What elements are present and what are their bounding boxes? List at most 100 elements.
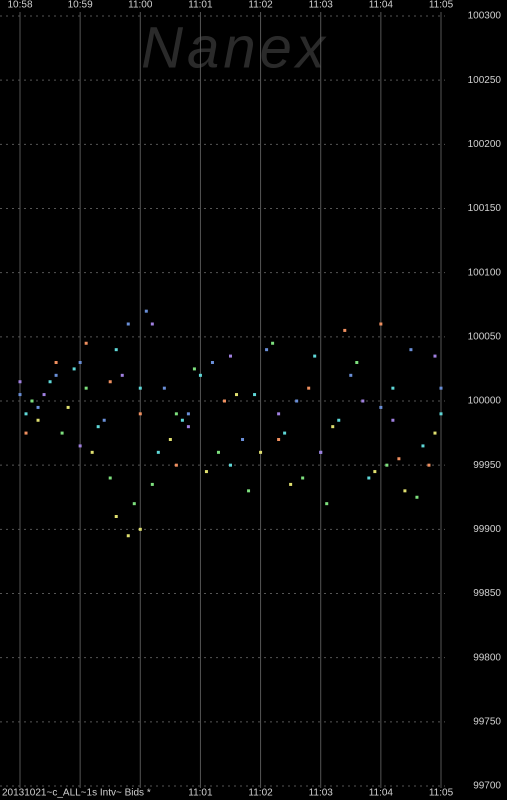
point [415, 495, 419, 499]
point [319, 450, 323, 454]
point [259, 450, 263, 454]
point [204, 470, 208, 474]
point [18, 393, 22, 397]
point [162, 386, 166, 390]
point [150, 482, 154, 486]
x-tick-label: 11:02 [248, 0, 273, 11]
point [138, 412, 142, 416]
y-tick-label: 100250 [468, 75, 502, 86]
point [403, 489, 407, 493]
point [138, 527, 142, 531]
footer-label: 20131021~c_ALL~1s Intv~ Bids * [2, 788, 151, 799]
y-tick-label: 99850 [473, 588, 501, 599]
point [385, 463, 389, 467]
point [331, 425, 335, 429]
point [186, 425, 190, 429]
x-tick-label: 11:02 [248, 788, 273, 799]
point [42, 393, 46, 397]
x-tick-label: 11:05 [429, 788, 454, 799]
point [367, 476, 371, 480]
point [192, 367, 196, 371]
x-tick-label: 11:05 [429, 0, 454, 11]
watermark: Nanex [141, 15, 329, 80]
point [84, 386, 88, 390]
point [241, 438, 245, 441]
point [54, 361, 58, 364]
point [289, 482, 293, 486]
point [229, 354, 232, 358]
point [295, 399, 299, 403]
point [24, 412, 28, 416]
point [78, 361, 82, 364]
point [30, 399, 34, 403]
point [24, 431, 28, 435]
point [114, 348, 118, 352]
x-tick-label: 11:01 [188, 788, 213, 799]
point [126, 322, 130, 326]
point [216, 450, 220, 454]
point [409, 348, 413, 352]
point [210, 361, 214, 364]
point [439, 386, 443, 390]
point [325, 502, 329, 506]
point [301, 476, 305, 480]
point [36, 405, 40, 409]
point [72, 367, 76, 371]
y-tick-label: 99950 [473, 460, 501, 471]
point [439, 412, 443, 416]
point [421, 444, 425, 448]
x-tick-label: 10:59 [68, 0, 93, 11]
point [349, 373, 353, 377]
point [174, 463, 178, 467]
point [150, 322, 154, 326]
point [102, 418, 106, 422]
point [247, 489, 251, 493]
point [168, 438, 172, 441]
x-tick-label: 11:04 [369, 788, 394, 799]
y-tick-label: 100050 [468, 331, 502, 342]
point [186, 412, 190, 416]
point [120, 373, 124, 377]
point [277, 438, 281, 441]
x-tick-label: 11:03 [309, 788, 334, 799]
point [283, 431, 287, 435]
point [90, 450, 94, 454]
point [343, 328, 347, 332]
point [54, 373, 58, 377]
point [265, 348, 269, 352]
point [114, 515, 118, 518]
point [277, 412, 281, 416]
point [307, 386, 311, 390]
point [337, 418, 341, 422]
point [126, 534, 130, 538]
x-tick-label: 11:01 [188, 0, 213, 11]
point [222, 399, 226, 403]
point [253, 393, 257, 397]
y-tick-label: 99800 [473, 652, 501, 663]
point [271, 341, 275, 345]
point [180, 418, 184, 422]
point [361, 399, 365, 403]
y-tick-label: 100000 [468, 396, 502, 407]
point [174, 412, 178, 416]
y-tick-label: 100150 [468, 203, 502, 214]
point [66, 405, 70, 409]
point [96, 425, 100, 429]
x-tick-label: 11:03 [309, 0, 334, 11]
point [144, 309, 148, 313]
x-tick-label: 10:58 [7, 0, 32, 11]
point [373, 470, 377, 474]
y-tick-label: 99900 [473, 524, 501, 535]
point [36, 418, 40, 422]
point [156, 450, 160, 454]
point [108, 380, 112, 384]
point [391, 418, 395, 422]
point [138, 386, 142, 390]
point [355, 361, 359, 364]
point [379, 405, 383, 409]
y-tick-label: 100200 [468, 139, 502, 150]
point [108, 476, 112, 480]
